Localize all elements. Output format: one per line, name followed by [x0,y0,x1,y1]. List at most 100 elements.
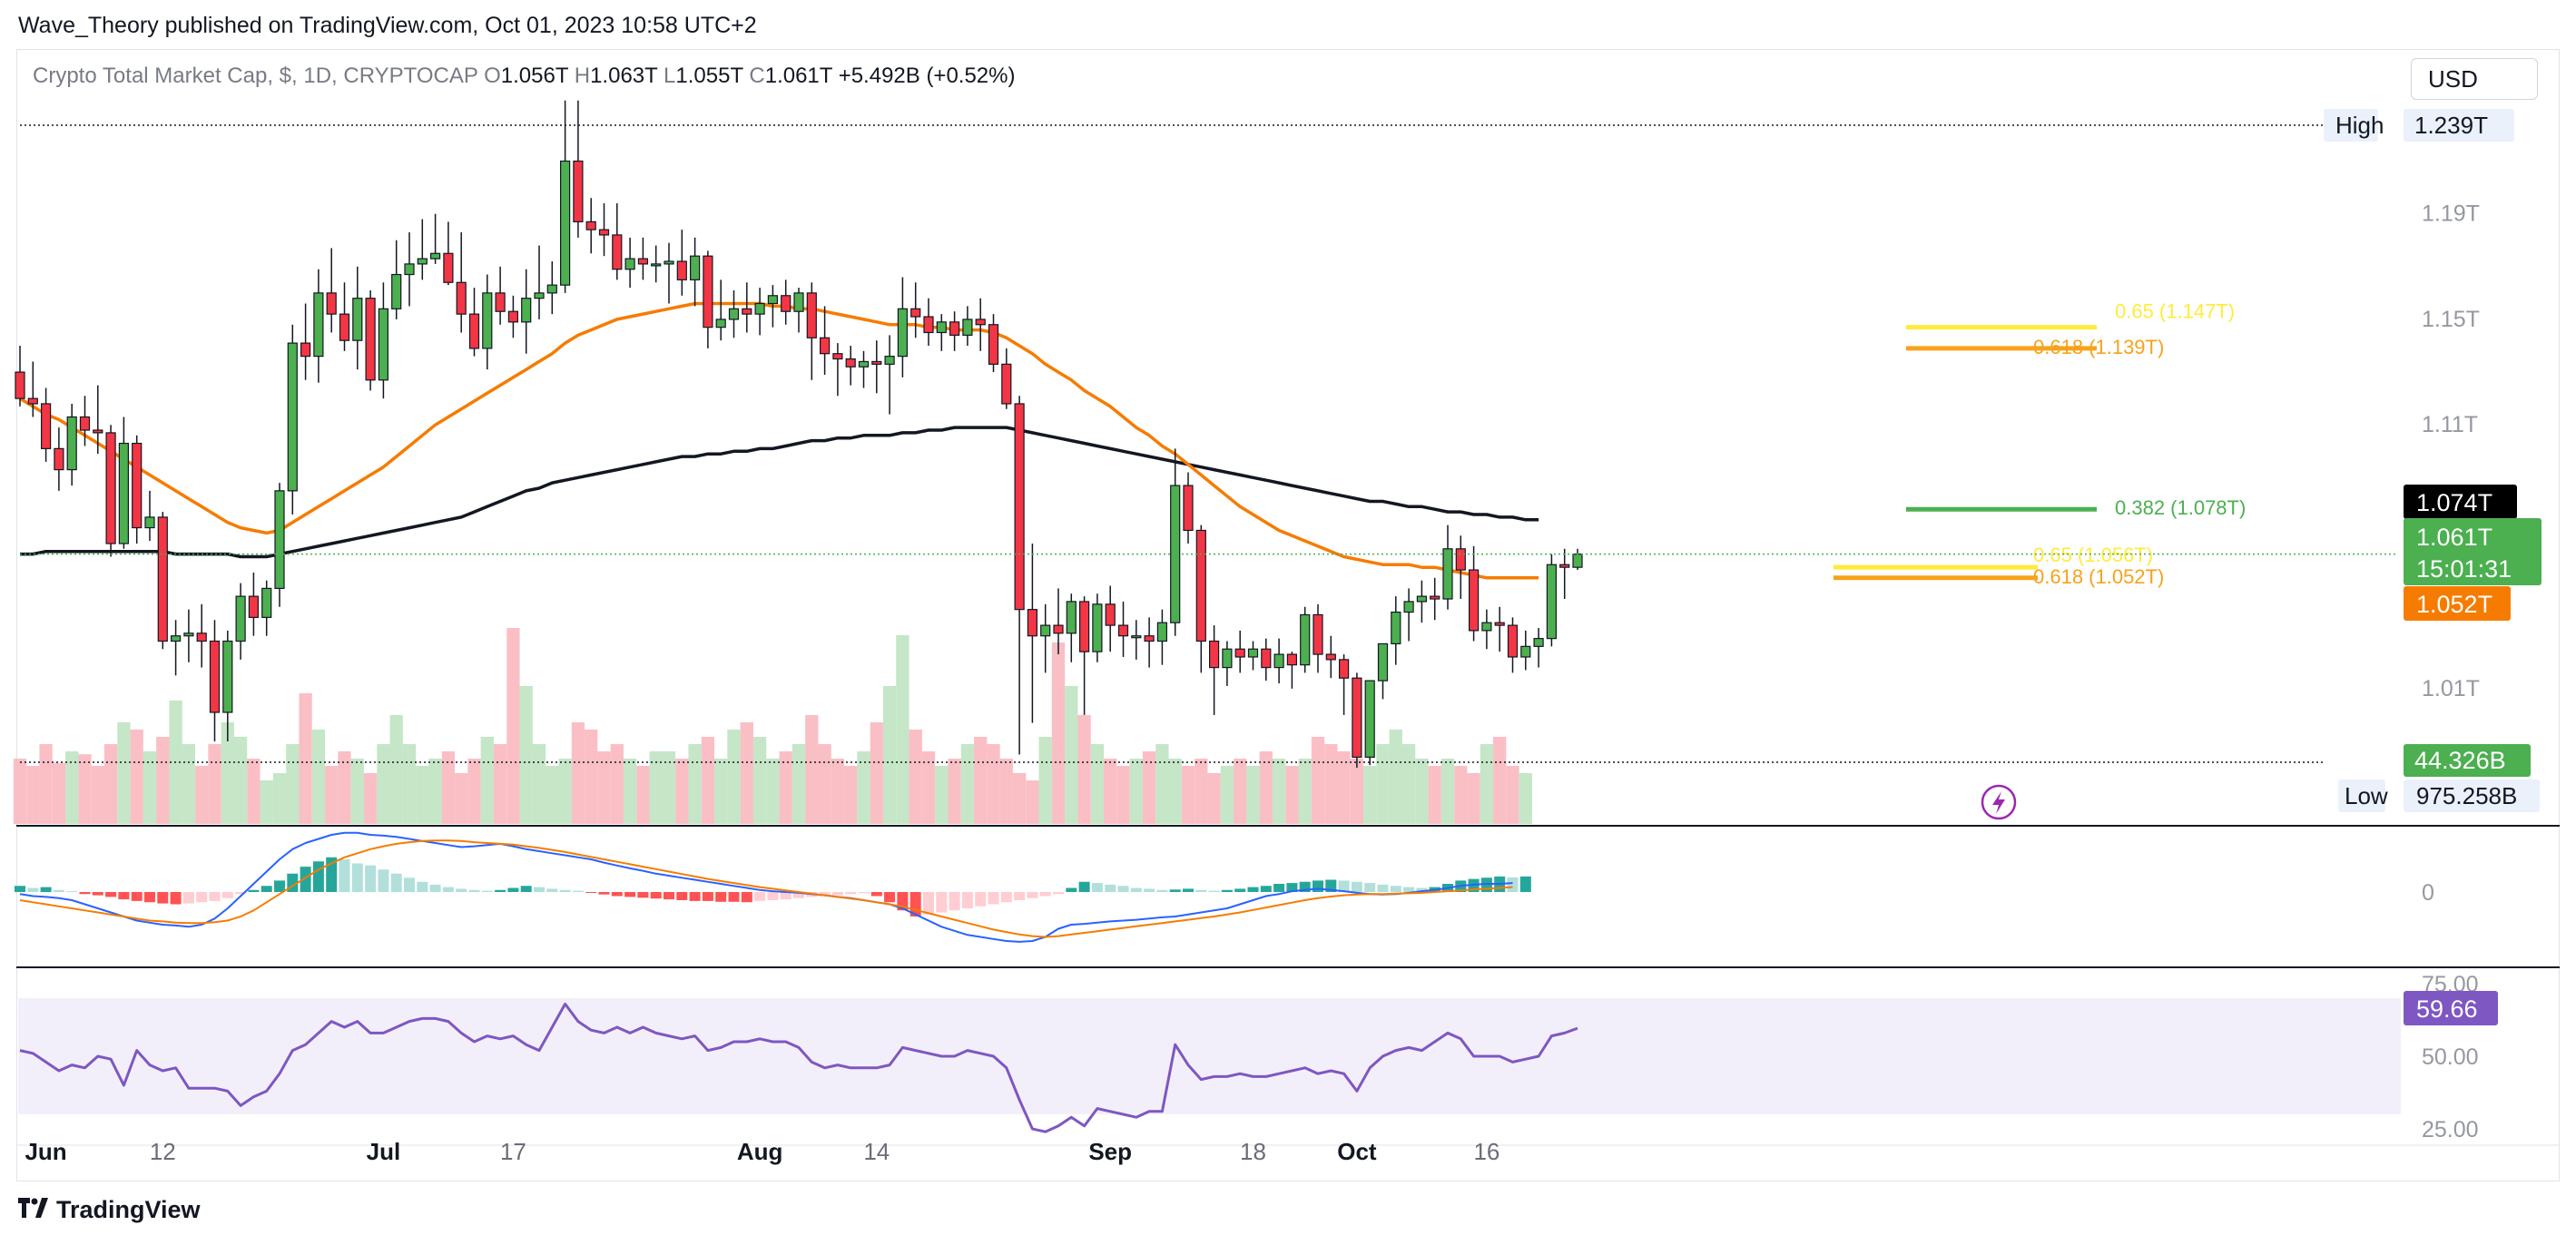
candle-body [1403,601,1414,613]
macd-histogram-bar [221,892,233,898]
candle-body [482,292,493,349]
candle-body [897,308,909,358]
candle-body [456,281,467,315]
macd-histogram-bar [624,892,636,897]
volume-bar [948,759,961,824]
macd-histogram-bar [507,887,519,892]
candle-body [923,316,934,334]
volume-bar [1259,751,1273,824]
candle-body [1442,548,1453,600]
volume-bar [467,759,481,824]
macd-histogram-bar [598,892,610,895]
candle-body [404,263,415,276]
candle-body [391,273,402,309]
tradingview-logo[interactable]: TradingView [18,1196,201,1224]
volume-bar [857,751,870,824]
volume-bar [882,686,897,824]
macd-histogram-bar [1247,887,1259,892]
candle-body [767,295,779,305]
fib-level-label: 0.618 (1.139T) [2033,336,2164,358]
candle-body [495,292,506,312]
candle-body [1273,653,1284,669]
low-label: Low [2345,782,2388,809]
candle-body [313,292,324,358]
time-axis-tick: 14 [863,1138,890,1165]
volume-bar [52,762,66,824]
volume-bar [182,744,196,824]
candle-body [1507,624,1519,658]
macd-axis-tick: 0 [2422,880,2434,906]
volume-bar [1051,642,1066,824]
volume-bar [1038,737,1052,824]
axes-layer: 1.19T1.15T1.11T1.01T985BJun12Jul17Aug14S… [16,124,2560,1165]
macd-histogram-bar [390,873,402,892]
volume-bar [260,780,273,824]
tv-logo-icon [18,1196,49,1224]
candle-body [274,490,285,590]
volume-bar [1234,759,1247,824]
macd-histogram-bar [585,892,597,893]
volume-bar [675,759,689,824]
candle-body [144,516,155,529]
bar-countdown: 15:01:31 [2416,555,2512,583]
macd-histogram-bar [442,887,454,892]
candle-body [521,298,532,323]
volume-bar [532,744,546,824]
volume-bar [1415,759,1429,824]
macd-line [19,831,1513,943]
macd-histogram-bar [1221,889,1233,892]
volume-bar [402,744,417,824]
volume-bar [13,759,27,824]
candle-body [1234,648,1245,658]
candle-body [1520,645,1531,658]
volume-bar [1311,737,1325,824]
macd-histogram-bar [339,859,350,892]
macd-histogram-bar [1377,884,1389,892]
high-label: High [2335,112,2384,139]
macd-histogram-bar [456,888,467,892]
candle-body [235,595,246,642]
rsi-value-box [2404,991,2498,1025]
volume-bar [1363,766,1377,824]
volume-bar [571,722,585,824]
volume-bar [805,715,819,824]
volume-bar [233,737,248,824]
fib-level-label: 0.382 (1.078T) [2115,496,2246,519]
volume-bar [831,759,845,824]
candle-body [507,310,519,323]
volume-value-label: 44.326B [2414,747,2506,774]
candle-body [79,416,91,431]
volume-bar [91,766,104,824]
candle-body [1546,564,1558,640]
candle-body [1455,548,1466,571]
candle-body [300,342,311,358]
candle-body [157,516,168,642]
macd-histogram-bar [534,887,545,892]
candle-body [287,342,298,492]
candle-body [1156,622,1168,642]
change-value: +5.492B (+0.52%) [838,64,1016,88]
symbol-name[interactable]: Crypto Total Market Cap, $, 1D, CRYPTOCA… [33,64,478,88]
macd-histogram-bar [1039,892,1051,897]
volume-bar [377,744,390,824]
volume-bar [727,730,741,824]
candle-body [949,321,960,336]
macd-histogram-bar [235,892,247,895]
candle-body [1261,648,1272,669]
currency-button[interactable]: USD [2411,58,2538,100]
macd-histogram-bar [1156,889,1168,892]
last-price-label: 1.061T [2416,524,2492,551]
candle-body [845,358,856,368]
candle-body [884,356,895,365]
candle-body [1481,622,1492,632]
high-value: 1.239T [2414,112,2488,139]
volume-bar [1104,759,1117,824]
candle-body [1195,529,1206,642]
candle-body [871,360,882,365]
candle-body [1416,595,1428,603]
volume-bar [1428,766,1441,824]
candle-body [1286,653,1298,666]
candle-body [1559,564,1570,568]
volume-bar [1454,766,1468,824]
volume-bar [688,744,702,824]
